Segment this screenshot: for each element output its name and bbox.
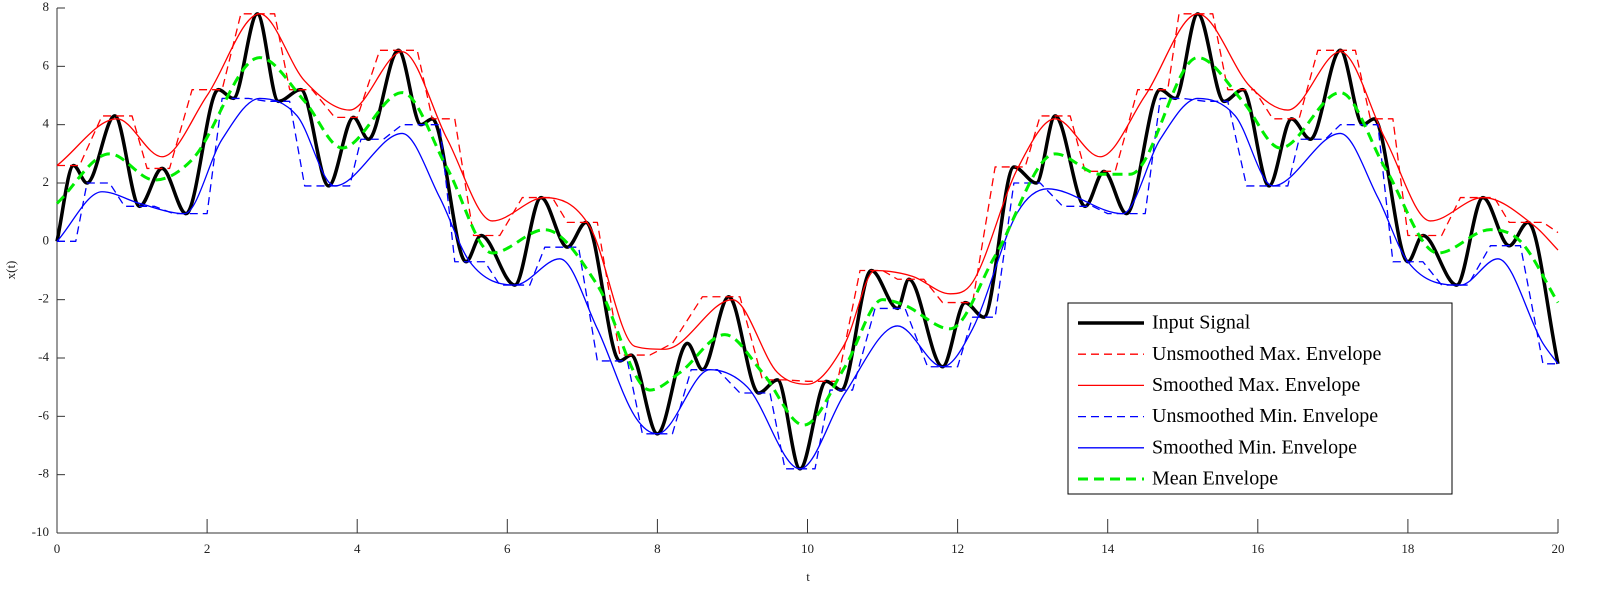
x-tick-label: 20 — [1552, 541, 1565, 556]
series-line — [56, 97, 1559, 470]
y-tick-label: -2 — [38, 291, 49, 306]
y-tick-label: 2 — [43, 174, 50, 189]
legend-label: Unsmoothed Min. Envelope — [1152, 405, 1378, 427]
x-tick-label: 18 — [1401, 541, 1414, 556]
x-tick-label: 12 — [951, 541, 964, 556]
y-tick-label: 6 — [43, 57, 50, 72]
legend-label: Mean Envelope — [1152, 468, 1278, 490]
y-tick-label: 0 — [43, 232, 50, 247]
legend-label: Input Signal — [1152, 312, 1251, 334]
x-tick-label: 14 — [1101, 541, 1115, 556]
legend-label: Smoothed Max. Envelope — [1152, 374, 1360, 396]
legend-box — [1067, 302, 1453, 495]
y-tick-label: -4 — [38, 349, 49, 364]
legend-label: Smoothed Min. Envelope — [1152, 436, 1357, 458]
x-tick-label: 2 — [204, 541, 211, 556]
x-axis-label: t — [806, 569, 810, 584]
series-line — [55, 56, 1560, 427]
series-line — [57, 13, 1559, 382]
y-tick-label: -10 — [32, 524, 49, 539]
x-tick-label: 0 — [54, 541, 61, 556]
y-tick-label: 8 — [43, 0, 50, 14]
x-tick-label: 16 — [1251, 541, 1265, 556]
x-tick-label: 8 — [654, 541, 661, 556]
y-tick-label: -8 — [38, 466, 49, 481]
series-line — [56, 13, 1559, 385]
y-tick-label: 4 — [43, 116, 50, 131]
x-tick-label: 6 — [504, 541, 511, 556]
legend-label: Unsmoothed Max. Envelope — [1152, 343, 1382, 365]
x-tick-label: 10 — [801, 541, 814, 556]
x-tick-label: 4 — [354, 541, 361, 556]
y-axis-label: x(t) — [3, 261, 18, 280]
y-tick-label: -6 — [38, 407, 49, 422]
legend: Input Signal Unsmoothed Max. Envelope Smoo… — [1067, 302, 1453, 495]
